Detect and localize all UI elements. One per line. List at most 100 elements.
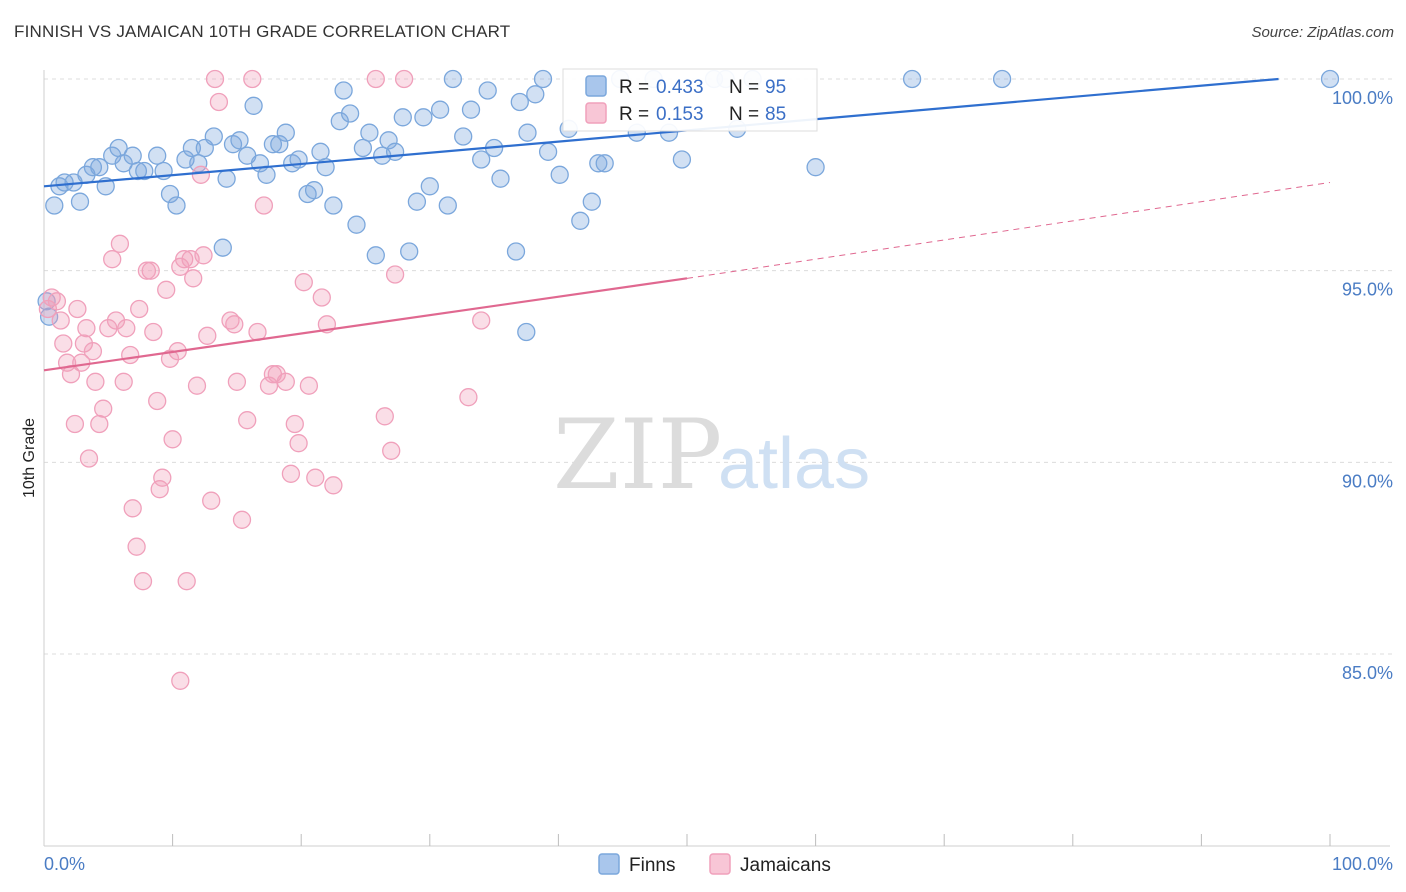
finns-point-46: [353, 138, 373, 158]
legend-bottom-jamaicans: Jamaicans: [740, 855, 831, 876]
jamaicans-point-25: [127, 537, 146, 556]
finns-point-4: [70, 192, 90, 211]
jamaicans-point-2: [47, 292, 67, 311]
finns-point-32: [263, 135, 283, 154]
jamaicans-point-47: [202, 491, 221, 510]
finns-point-75: [582, 192, 601, 211]
finns-point-54: [407, 192, 427, 211]
finns-point-21: [189, 154, 208, 173]
finns-trend-line: [43, 77, 1279, 188]
axes: [43, 70, 1390, 847]
jamaicans-point-43: [187, 376, 207, 395]
jamaicans-point-4: [54, 334, 73, 353]
finns-point-55: [414, 108, 433, 127]
finns-point-70: [533, 69, 553, 89]
finns-point-29: [244, 96, 263, 115]
legend-swatch-finns: [585, 75, 607, 97]
jamaicans-point-54: [238, 411, 257, 430]
y-tick-label-100: 100.0%: [1332, 88, 1393, 108]
jamaicans-point-74: [385, 265, 405, 284]
finns-point-47: [360, 123, 379, 142]
jamaicans-point-68: [312, 288, 331, 307]
jamaicans-point-26: [130, 299, 149, 319]
legend-finns-n-label: N =: [729, 77, 759, 98]
source-label: Source: ZipAtlas.com: [1251, 24, 1394, 41]
finns-point-60: [454, 127, 473, 146]
jamaicans-point-34: [157, 280, 176, 299]
finns-point-31: [257, 165, 276, 184]
jamaicans-trend-extension: [686, 182, 1331, 279]
watermark: ZIP atlas: [553, 399, 870, 511]
jamaicans-point-67: [306, 468, 325, 487]
legend-finns-r-label: R =: [619, 77, 649, 98]
trend-lines: [43, 77, 1331, 372]
finns-point-58: [438, 196, 457, 215]
finns-point-0: [45, 196, 64, 215]
finns-point-89: [992, 69, 1012, 89]
jamaicans-point-51: [225, 315, 244, 334]
jamaicans-point-39: [175, 250, 194, 269]
jamaicans-point-24: [123, 499, 142, 518]
finns-point-25: [217, 169, 236, 188]
legend-jamaicans-r-value: 0.153: [656, 104, 704, 125]
jamaicans-point-63: [285, 414, 304, 434]
jamaicans-point-66: [299, 376, 319, 395]
jamaicans-point-18: [103, 250, 122, 269]
finns-point-48: [366, 246, 385, 265]
finns-point-7: [90, 158, 109, 177]
jamaicans-point-31: [148, 391, 167, 411]
finns-point-92: [39, 307, 59, 326]
finns-point-50: [379, 131, 398, 150]
finns-point-74: [571, 211, 590, 230]
jamaicans-point-27: [133, 572, 153, 591]
finns-point-57: [430, 100, 450, 119]
jamaicans-point-3: [51, 311, 70, 330]
chart-title: FINNISH VS JAMAICAN 10TH GRADE CORRELATI…: [14, 22, 511, 41]
finns-point-51: [385, 142, 405, 161]
grid-lines: [44, 78, 1392, 655]
finns-point-59: [443, 69, 463, 89]
legend-bottom-swatch-finns: [598, 853, 620, 875]
jamaicans-point-40: [177, 572, 196, 591]
finns-point-67: [510, 92, 529, 112]
jamaicans-point-13: [83, 342, 103, 361]
jamaicans-point-35: [160, 349, 180, 368]
finns-point-13: [128, 161, 148, 181]
jamaicans-point-76: [459, 388, 478, 407]
jamaicans-point-78: [171, 671, 190, 690]
legend-bottom: Finns Jamaicans: [598, 853, 831, 876]
finns-point-65: [491, 169, 510, 188]
finns-point-14: [135, 161, 154, 181]
finns-point-12: [123, 146, 142, 165]
finns-point-6: [83, 158, 103, 177]
finns-point-63: [478, 81, 497, 100]
y-tick-labels: 85.0% 90.0% 95.0% 100.0%: [1332, 88, 1393, 683]
finns-point-82: [672, 150, 692, 169]
jamaicans-point-45: [194, 246, 213, 265]
jamaicans-point-14: [86, 372, 105, 391]
finns-point-41: [324, 196, 343, 215]
jamaicans-point-15: [90, 414, 109, 434]
jamaicans-point-65: [294, 273, 313, 292]
jamaicans-point-32: [150, 480, 169, 499]
finns-point-62: [472, 150, 491, 169]
finns-point-24: [213, 238, 232, 257]
legend-jamaicans-n-value: 85: [765, 104, 786, 125]
jamaicans-point-11: [77, 319, 96, 338]
jamaicans-point-22: [117, 319, 136, 338]
finns-point-61: [461, 100, 481, 119]
watermark-atlas: atlas: [718, 424, 870, 504]
finns-point-72: [550, 165, 569, 184]
jamaicans-point-71: [366, 69, 385, 89]
x-tick-label-max: 100.0%: [1332, 854, 1393, 874]
finns-point-27: [230, 131, 249, 150]
legend-bottom-swatch-jamaicans: [709, 853, 731, 875]
finns-point-17: [160, 184, 180, 204]
finns-point-18: [167, 196, 186, 215]
x-tick-label-min: 0.0%: [44, 854, 85, 874]
legend-top: R = 0.433 N = 95 R = 0.153 N = 85: [562, 68, 818, 132]
legend-jamaicans-n-label: N =: [729, 104, 759, 125]
finns-point-53: [400, 242, 419, 261]
jamaicans-point-44: [191, 165, 211, 184]
